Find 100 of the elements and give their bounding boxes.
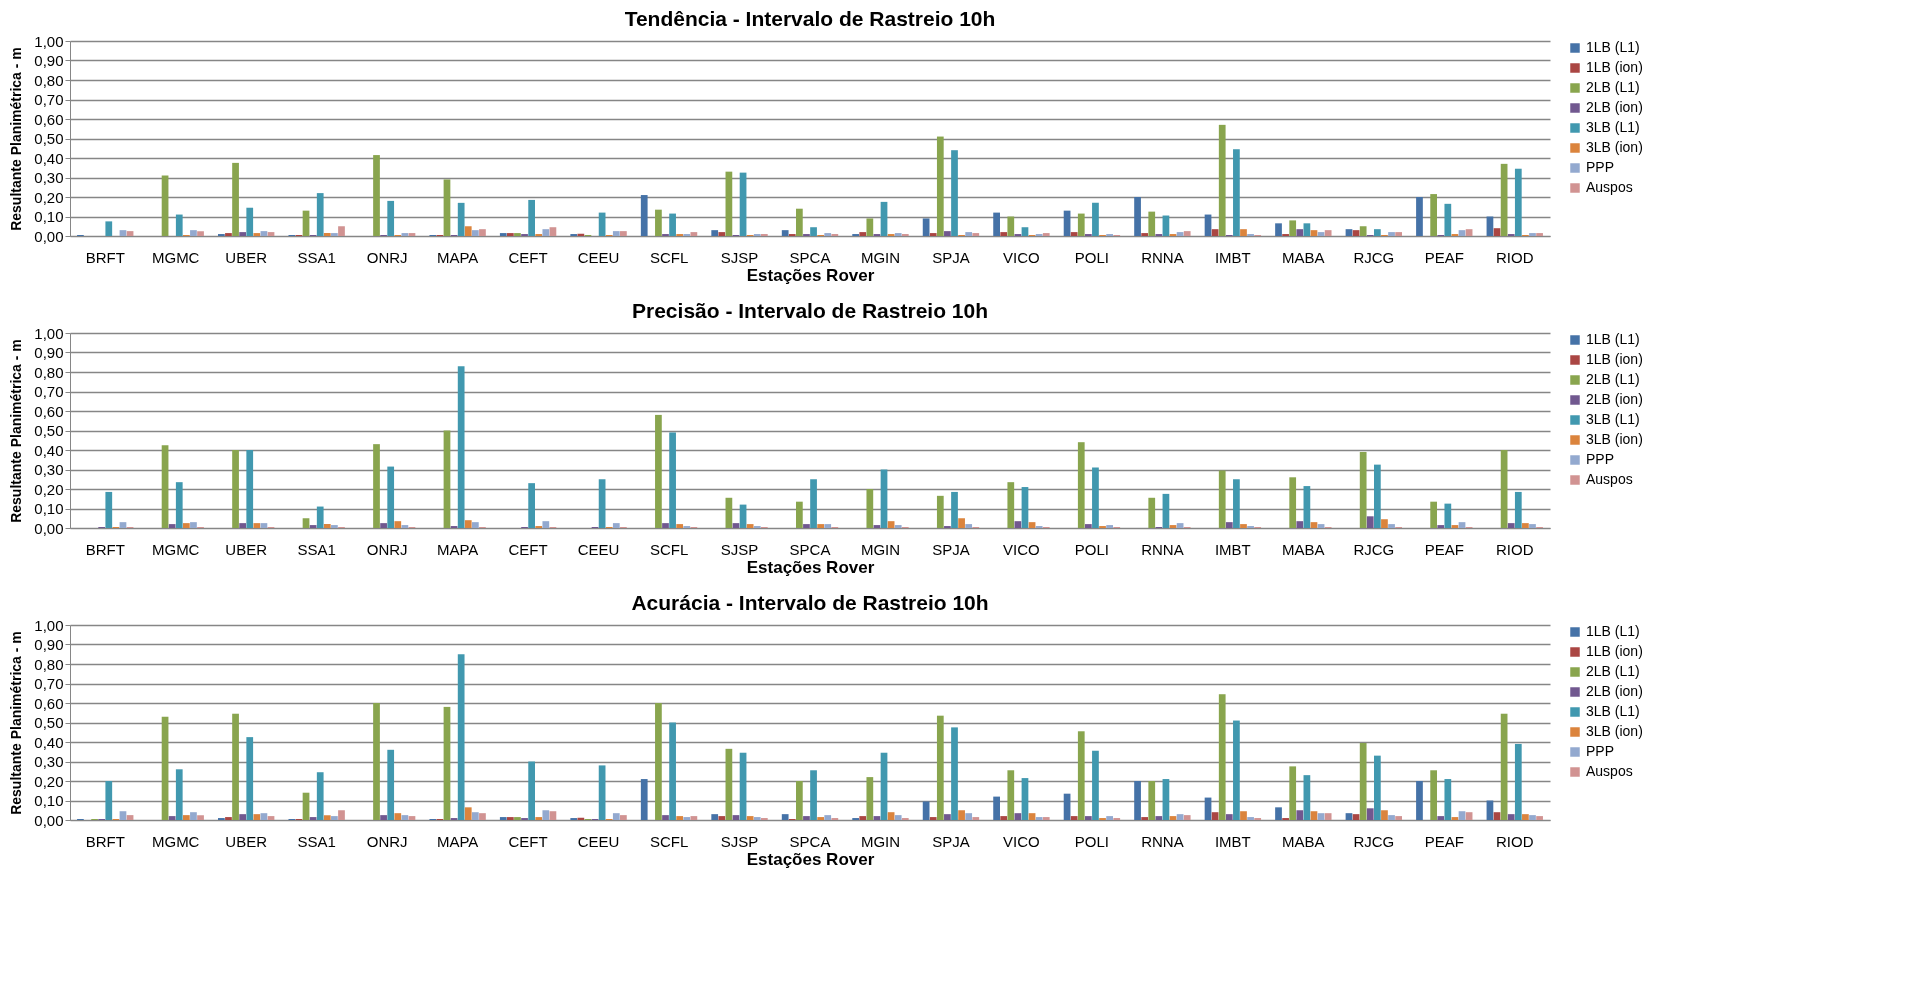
- bar: [1359, 742, 1367, 820]
- bar: [535, 817, 543, 820]
- bar: [1465, 229, 1473, 236]
- bar: [1388, 232, 1395, 236]
- bar: [401, 525, 409, 528]
- bar: [1359, 226, 1367, 236]
- bar: [1430, 501, 1438, 528]
- bar: [1359, 451, 1367, 528]
- bar: [1430, 194, 1438, 236]
- bar: [514, 233, 521, 236]
- y-tick-label: 0,90: [34, 636, 64, 653]
- x-tick-label: BRFT: [85, 248, 125, 266]
- bar: [464, 226, 472, 236]
- bar: [1514, 743, 1522, 820]
- bar: [1451, 817, 1459, 820]
- bar: [1106, 525, 1113, 528]
- bar: [302, 518, 310, 528]
- bar: [873, 525, 881, 528]
- y-tick-label: 1,00: [34, 616, 64, 634]
- x-tick-label: SCFL: [649, 248, 689, 266]
- bar: [1218, 124, 1226, 236]
- legend-label: 1LB (ion): [1586, 59, 1643, 75]
- bar: [1176, 232, 1184, 236]
- y-tick-label: 0,30: [34, 461, 64, 478]
- y-tick-label: 0,10: [34, 792, 64, 809]
- legend-label: 2LB (L1): [1586, 371, 1640, 387]
- x-tick-label: BRFT: [85, 540, 125, 558]
- bar: [951, 727, 958, 820]
- bar: [182, 815, 190, 820]
- y-tick-label: 0,60: [34, 110, 64, 128]
- x-tick-label: IMBT: [1214, 832, 1251, 850]
- bar: [718, 232, 726, 236]
- x-tick-label: MGMC: [151, 832, 200, 850]
- bar: [338, 226, 345, 236]
- bar: [1310, 522, 1318, 528]
- bar: [887, 812, 895, 820]
- bar: [260, 231, 268, 236]
- bar: [810, 479, 817, 528]
- bar: [1028, 522, 1036, 528]
- x-tick-label: RIOD: [1496, 832, 1534, 850]
- legend-label: 2LB (ion): [1586, 99, 1643, 115]
- bar: [1324, 230, 1332, 236]
- bar: [958, 810, 965, 820]
- x-tick-label: SSA1: [297, 832, 336, 850]
- bar: [380, 815, 387, 820]
- bar: [965, 813, 973, 820]
- bar: [443, 179, 451, 236]
- bar: [795, 501, 803, 528]
- bar: [1141, 817, 1149, 820]
- x-tick-label: RNNA: [1141, 540, 1184, 558]
- bar: [373, 444, 380, 528]
- bar: [1042, 817, 1050, 820]
- bar: [929, 233, 937, 236]
- bar: [1296, 810, 1304, 820]
- bar: [1233, 479, 1240, 528]
- bar: [323, 815, 331, 820]
- bar: [1225, 814, 1233, 820]
- bar: [1169, 525, 1177, 528]
- bar: [972, 817, 980, 820]
- bar: [640, 779, 648, 820]
- x-tick-label: SSA1: [297, 540, 336, 558]
- bar: [1155, 816, 1163, 820]
- bar: [732, 815, 740, 820]
- bar: [803, 524, 810, 528]
- bar: [1240, 524, 1247, 528]
- legend-label: 3LB (ion): [1586, 723, 1643, 739]
- x-tick-label: ONRJ: [366, 832, 408, 850]
- bar: [190, 812, 197, 820]
- bar: [1211, 812, 1219, 820]
- bar: [662, 523, 669, 528]
- bar: [408, 816, 416, 820]
- x-axis-title: Estações Rover: [746, 849, 875, 869]
- bar: [1134, 197, 1141, 236]
- bar: [239, 814, 247, 820]
- legend-label: 3LB (ion): [1586, 431, 1643, 447]
- x-tick-label: SPJA: [932, 248, 970, 266]
- bar: [401, 233, 409, 236]
- y-tick-label: 0,20: [34, 188, 64, 206]
- bar: [323, 524, 331, 528]
- x-tick-label: CEFT: [508, 248, 548, 266]
- bar: [795, 208, 803, 236]
- x-tick-label: RNNA: [1141, 248, 1184, 266]
- x-tick-label: VICO: [1003, 832, 1040, 850]
- y-tick-label: 1,00: [34, 324, 64, 342]
- bar: [929, 817, 937, 820]
- bar: [1014, 813, 1022, 820]
- bar: [824, 233, 832, 236]
- bar: [1077, 213, 1085, 236]
- bar: [471, 522, 479, 528]
- bar: [1289, 766, 1297, 820]
- bar: [1444, 203, 1452, 236]
- bar: [182, 523, 190, 528]
- bar: [894, 815, 902, 820]
- bar: [866, 777, 874, 820]
- y-tick-label: 0,70: [34, 675, 64, 692]
- bar: [655, 209, 662, 236]
- bar: [253, 233, 261, 236]
- bar: [1493, 228, 1501, 236]
- bar: [514, 817, 521, 820]
- bar: [612, 813, 620, 820]
